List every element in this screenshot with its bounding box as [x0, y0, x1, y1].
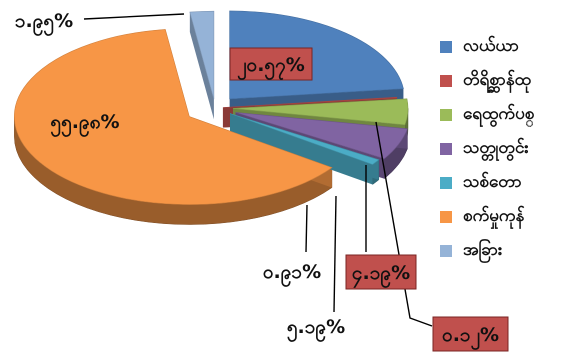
- pie-slice-wall: [189, 12, 214, 120]
- data-label-box: [432, 316, 509, 352]
- data-label: ၁.၉၅%: [15, 10, 73, 37]
- pie-slice: [14, 29, 333, 205]
- label-leader-line: [305, 204, 308, 253]
- data-label: ၀.၉၁%: [263, 261, 321, 288]
- pie-tops: [14, 10, 409, 205]
- label-leader-line: [333, 195, 337, 313]
- label-leader-line: [83, 13, 185, 20]
- pie-slice: [229, 113, 380, 165]
- data-label-box: [345, 254, 417, 290]
- pie-slice: [222, 96, 398, 108]
- pie-slice-wall: [229, 113, 373, 185]
- pie-slice: [189, 10, 215, 100]
- data-label-box: [229, 47, 313, 81]
- pie-slice: [232, 98, 409, 126]
- data-label: ၅.၁၉%: [287, 316, 345, 343]
- label-leader-line: [375, 121, 433, 327]
- pie-slice: [235, 112, 408, 160]
